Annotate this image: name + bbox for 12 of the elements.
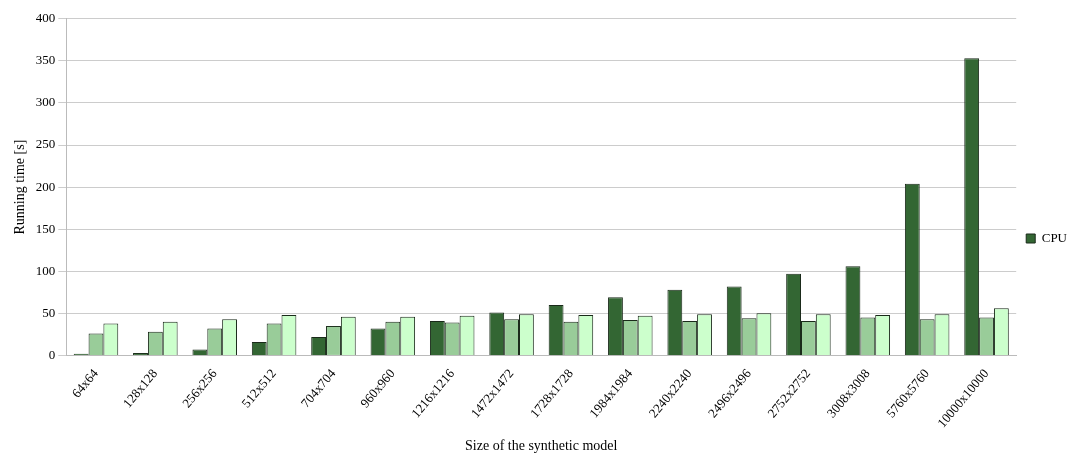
y-tick-label: 0 [48, 346, 56, 362]
y-tick-label: 300 [35, 94, 56, 110]
y-tick-label: 200 [35, 178, 56, 194]
y-tick-label: 400 [35, 10, 56, 26]
y-tick-label: 150 [35, 220, 56, 236]
y-tick-label: 100 [35, 262, 56, 278]
x-axis-title: Size of the synthetic model [465, 438, 618, 454]
y-tick-label: 350 [35, 52, 56, 68]
y-axis-title: Running time [s] [12, 139, 28, 235]
legend-label: CPU [1041, 229, 1068, 245]
y-tick-label: 250 [35, 136, 56, 152]
y-tick-label: 50 [42, 304, 56, 320]
